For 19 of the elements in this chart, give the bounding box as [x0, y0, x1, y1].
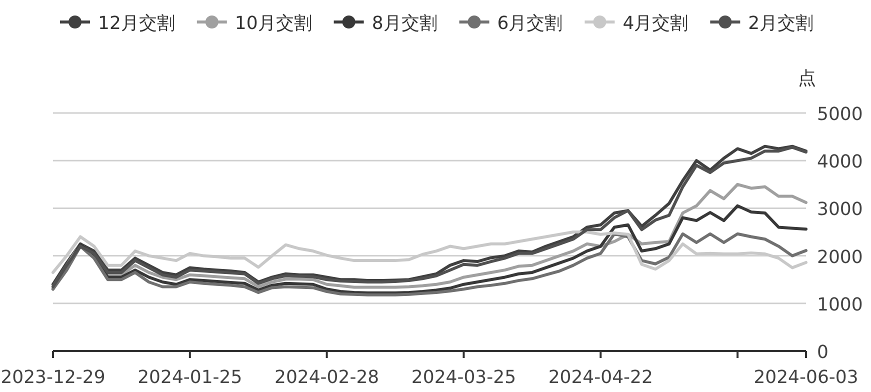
x-tick-label: 2024-03-25: [411, 367, 516, 388]
legend-label: 10月交割: [234, 13, 312, 34]
x-tick-label: 2024-02-28: [274, 367, 380, 388]
x-tick-label: 2023-12-29: [0, 367, 106, 388]
y-tick-label: 5000: [817, 104, 863, 125]
legend-label: 4月交割: [622, 13, 688, 34]
legend-label: 12月交割: [98, 13, 175, 34]
y-tick-label: 1000: [817, 294, 863, 316]
y-tick-label: 2000: [817, 246, 863, 268]
y-tick-label: 0: [817, 342, 828, 363]
y-tick-label: 4000: [817, 152, 863, 173]
x-tick-label: 2024-06-03: [754, 367, 858, 388]
x-tick-label: 2024-04-22: [548, 367, 653, 388]
x-tick-label: 2024-01-25: [138, 367, 242, 388]
y-axis-title: 点: [798, 68, 816, 89]
legend-label: 2月交割: [748, 13, 814, 34]
legend-label: 6月交割: [497, 13, 563, 34]
y-tick-label: 3000: [817, 199, 863, 220]
legend-label: 8月交割: [372, 13, 438, 34]
